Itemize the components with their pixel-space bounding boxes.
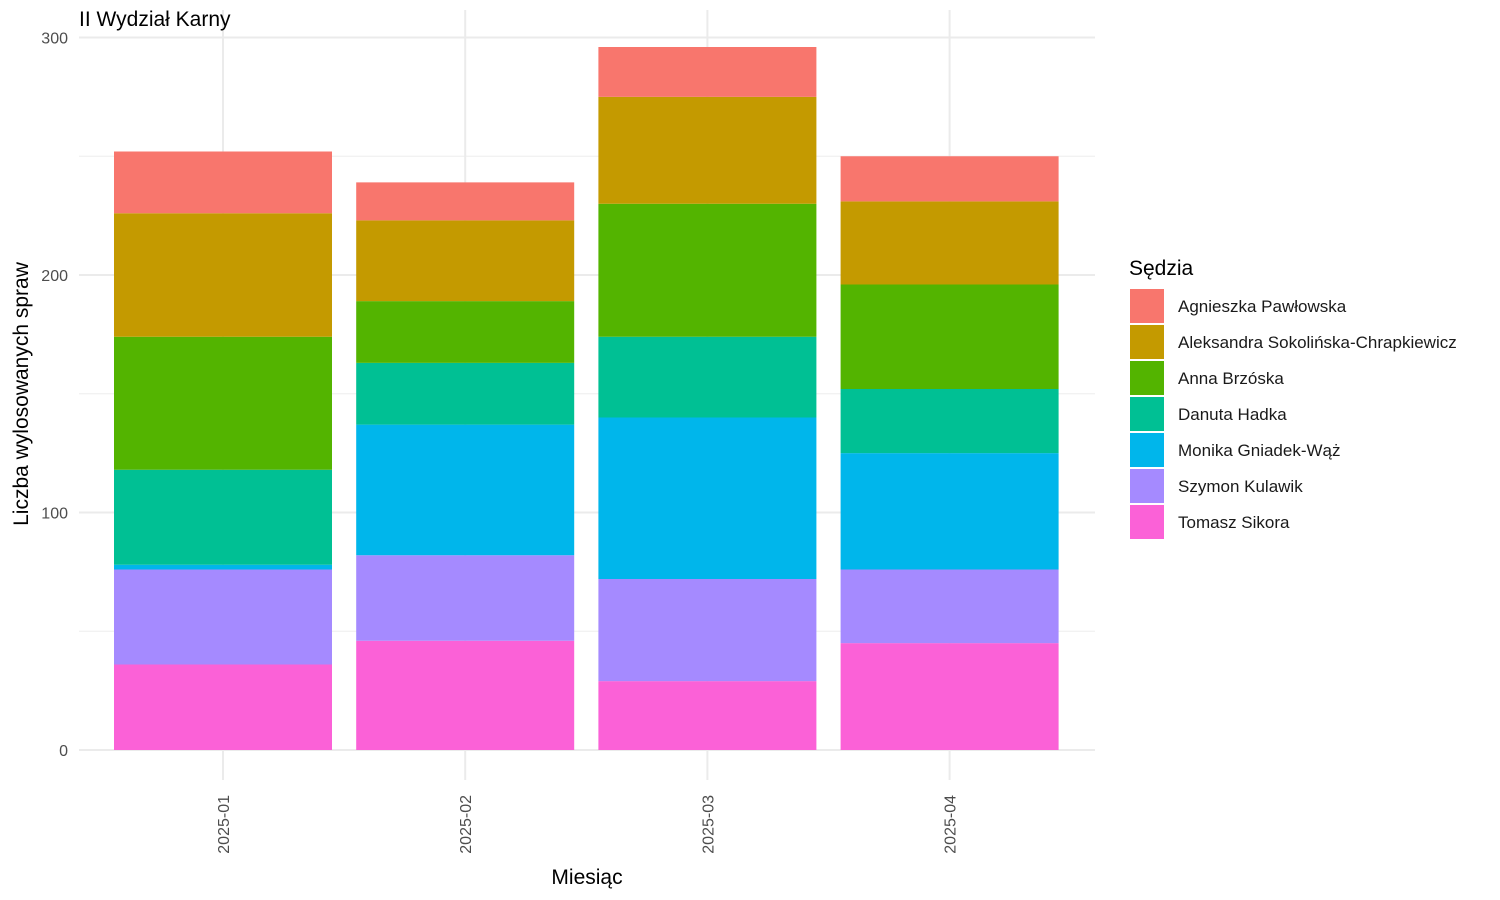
bar-segment bbox=[114, 564, 332, 570]
legend-label: Agnieszka Pawłowska bbox=[1178, 297, 1347, 316]
legend-key bbox=[1130, 289, 1164, 323]
legend-label: Szymon Kulawik bbox=[1178, 477, 1303, 496]
legend-label: Anna Brzóska bbox=[1178, 369, 1284, 388]
bar-segment bbox=[598, 47, 817, 97]
x-tick-label: 2025-04 bbox=[943, 795, 960, 854]
bar-segment bbox=[598, 96, 817, 204]
bar-segment bbox=[356, 362, 575, 425]
x-axis-title: Miesiąc bbox=[551, 866, 622, 889]
bar-segment bbox=[598, 579, 817, 682]
bars bbox=[114, 47, 1059, 750]
bar-segment bbox=[114, 336, 332, 470]
legend: Sędzia Agnieszka Pawłowska Aleksandra Sok… bbox=[1129, 257, 1457, 539]
legend-key bbox=[1130, 469, 1164, 503]
legend-key bbox=[1130, 361, 1164, 395]
y-tick-label: 100 bbox=[41, 506, 68, 523]
legend-key bbox=[1130, 325, 1164, 359]
bar-segment bbox=[114, 569, 332, 665]
legend-label: Danuta Hadka bbox=[1178, 405, 1287, 424]
bar-segment bbox=[840, 201, 1059, 285]
bar-segment bbox=[598, 336, 817, 418]
bar-segment bbox=[114, 469, 332, 565]
legend-key bbox=[1130, 505, 1164, 539]
legend-key bbox=[1130, 433, 1164, 467]
bar-segment bbox=[356, 220, 575, 302]
bar-segment bbox=[598, 417, 817, 579]
bar-segment bbox=[114, 151, 332, 214]
bar-segment bbox=[114, 664, 332, 750]
legend-label: Monika Gniadek-Wąż bbox=[1178, 441, 1341, 460]
bar-segment bbox=[356, 182, 575, 221]
bar-segment bbox=[840, 453, 1059, 570]
bar-segment bbox=[598, 203, 817, 337]
bar-segment bbox=[598, 681, 817, 750]
bar-segment bbox=[356, 301, 575, 363]
bar-segment bbox=[356, 640, 575, 750]
bar-segment bbox=[840, 569, 1059, 644]
y-axis: 0 100 200 300 bbox=[41, 31, 68, 761]
legend-label: Aleksandra Sokolińska-Chrapkiewicz bbox=[1178, 333, 1457, 352]
x-tick-label: 2025-03 bbox=[700, 795, 717, 854]
y-axis-title: Liczba wylosowanych spraw bbox=[10, 261, 33, 526]
y-tick-label: 0 bbox=[59, 743, 68, 760]
bar-segment bbox=[840, 156, 1059, 202]
legend-title: Sędzia bbox=[1129, 257, 1194, 280]
x-axis: 2025-01 2025-02 2025-03 2025-04 bbox=[216, 795, 960, 854]
x-tick-label: 2025-02 bbox=[458, 795, 475, 854]
bar-segment bbox=[840, 389, 1059, 454]
bar-segment bbox=[114, 213, 332, 337]
legend-label: Tomasz Sikora bbox=[1178, 513, 1290, 532]
legend-key bbox=[1130, 397, 1164, 431]
bar-segment bbox=[356, 424, 575, 556]
x-tick-label: 2025-01 bbox=[216, 795, 233, 854]
y-tick-label: 200 bbox=[41, 268, 68, 285]
bar-segment bbox=[356, 555, 575, 641]
bar-segment bbox=[840, 284, 1059, 389]
bar-segment bbox=[840, 643, 1059, 750]
y-tick-label: 300 bbox=[41, 31, 68, 48]
chart-title: II Wydział Karny bbox=[79, 8, 231, 31]
